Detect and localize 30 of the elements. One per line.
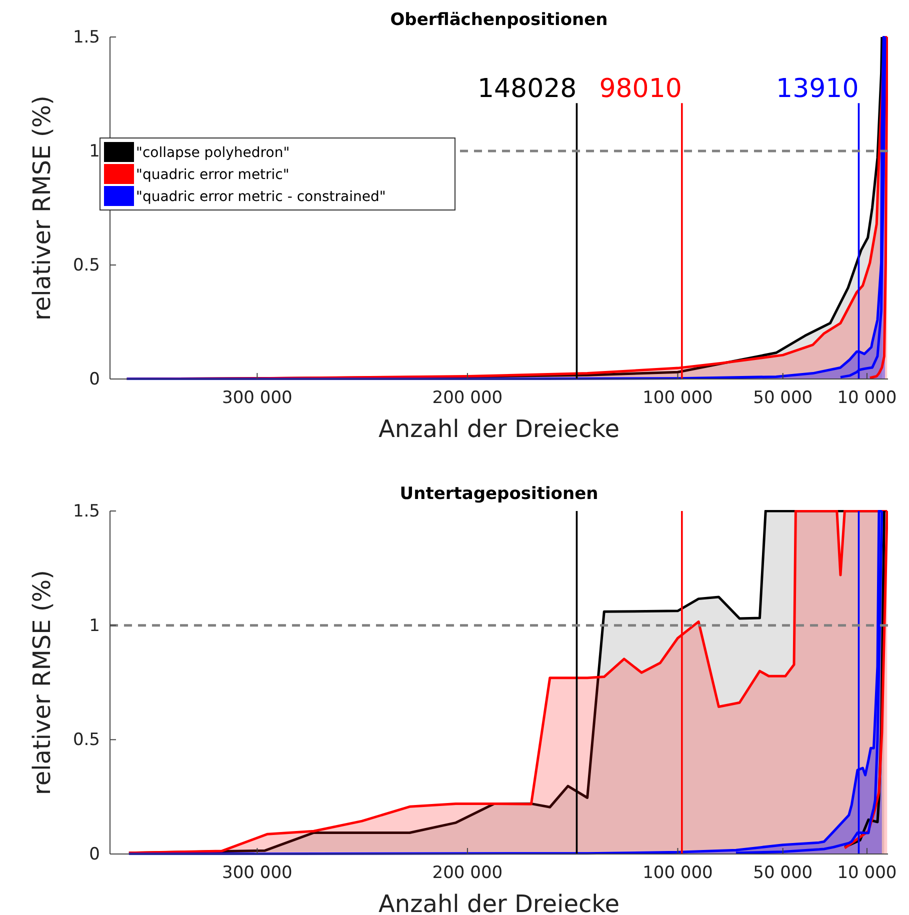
y-tick-label: 1 <box>89 141 100 162</box>
y-tick-label: 1.5 <box>72 27 100 48</box>
x-tick-label: 300 000 <box>222 388 292 408</box>
x-tick-label: 10 000 <box>837 863 897 884</box>
chart-title: Oberflächenpositionen <box>390 10 608 30</box>
ref-line-label: 148028 <box>477 74 577 104</box>
ref-line-label: 98010 <box>599 74 682 104</box>
ref-line-label: 13910 <box>776 74 859 104</box>
x-tick-label: 200 000 <box>432 863 503 884</box>
y-tick-label: 1.5 <box>72 501 100 522</box>
y-tick-label: 0 <box>89 369 100 390</box>
x-tick-label: 10 000 <box>837 388 897 408</box>
x-axis-title: Anzahl der Dreiecke <box>378 415 620 443</box>
chart-title: Untertagepositionen <box>400 484 598 504</box>
y-tick-label: 1 <box>89 616 100 636</box>
x-tick-label: 50 000 <box>753 388 813 408</box>
y-tick-label: 0 <box>89 844 100 864</box>
y-tick-label: 0.5 <box>72 255 100 276</box>
x-tick-label: 100 000 <box>642 388 713 408</box>
x-tick-label: 50 000 <box>753 863 813 884</box>
y-axis-title: relativer RMSE (%) <box>28 570 56 795</box>
y-tick-label: 0.5 <box>72 730 100 750</box>
x-tick-label: 200 000 <box>432 388 503 408</box>
x-tick-label: 100 000 <box>642 863 713 884</box>
x-axis-title: Anzahl der Dreiecke <box>378 890 620 915</box>
y-axis-title: relativer RMSE (%) <box>28 96 56 320</box>
x-tick-label: 300 000 <box>222 863 292 884</box>
legend-label: "collapse polyhedron" <box>136 145 290 161</box>
legend-label: "quadric error metric - constrained" <box>136 189 386 205</box>
legend-label: "quadric error metric" <box>136 167 290 183</box>
